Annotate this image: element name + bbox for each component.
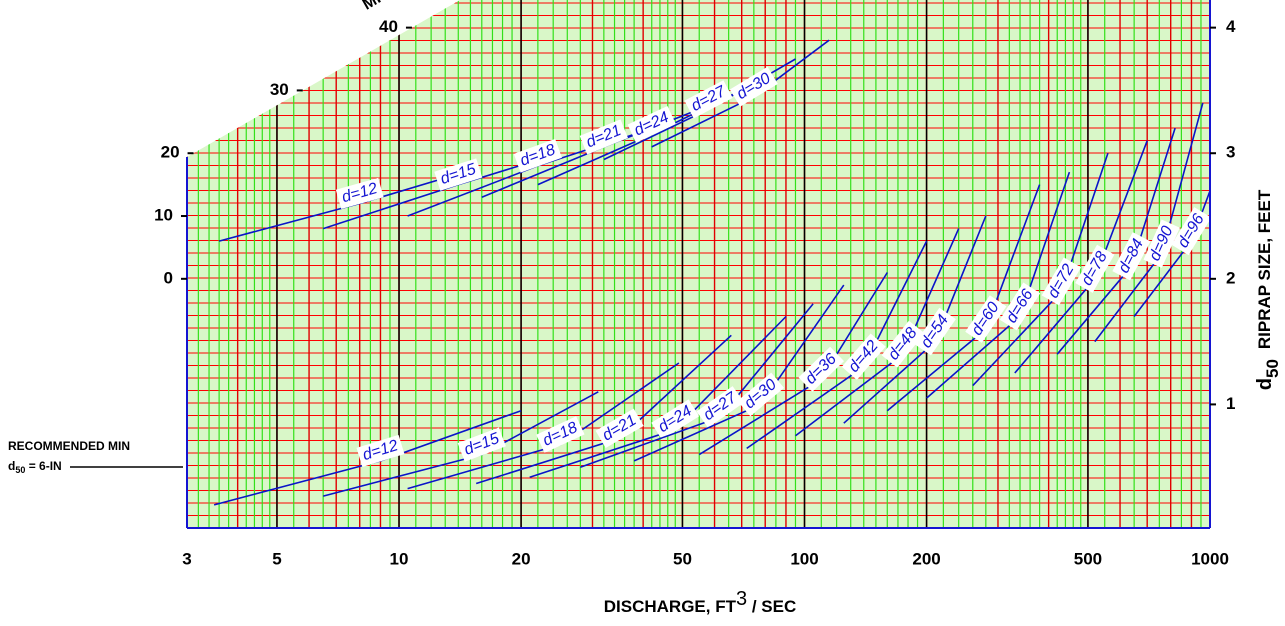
curve-label-bg: [579, 119, 628, 155]
min-annotation: RECOMMENDED MIN: [8, 439, 130, 453]
y2-tick-label: 3: [1226, 143, 1235, 162]
min-end: = 6-IN: [25, 459, 61, 473]
curve-label-bg: [1143, 219, 1180, 268]
curve-label-bg: [651, 399, 700, 440]
x-tick-label: 3: [182, 549, 191, 568]
curve-label-bg: [434, 158, 483, 191]
y2-title-sub: 50: [1263, 359, 1282, 378]
curve-label-bg: [1075, 244, 1115, 293]
y-tick-label: 20: [161, 143, 180, 162]
x-tick-label: 50: [673, 549, 692, 568]
y-tick-label: 30: [270, 80, 289, 99]
curve-label-bg: [595, 408, 644, 449]
min-annotation-value: d50 = 6-IN: [8, 459, 62, 475]
curve-label-bg: [798, 346, 845, 392]
x-tick-label: 20: [512, 549, 531, 568]
y-tick-label: 0: [164, 268, 173, 287]
x-tick-label: 5: [272, 549, 281, 568]
curve-label-bg: [999, 282, 1041, 331]
min-sub: 50: [15, 465, 25, 475]
curve-label-bg: [914, 307, 956, 356]
curve-label-bg: [1171, 207, 1212, 256]
y-tick-label: 40: [379, 17, 398, 36]
x-axis-title: DISCHARGE, FT3 / SEC: [604, 588, 796, 616]
curve-label-group: d=27: [696, 386, 745, 428]
y2-tick-label: 1: [1226, 394, 1235, 413]
x-tick-label: 1000: [1191, 549, 1229, 568]
curve-label-bg: [335, 177, 384, 210]
curve-label-bg: [536, 416, 585, 453]
curve-label-bg: [881, 320, 925, 368]
x-tick-label: 500: [1074, 549, 1102, 568]
curve-label-bg: [457, 427, 506, 462]
curve-label-bg: [841, 333, 886, 380]
y2-tick-label: 2: [1226, 268, 1235, 287]
y-tick-label: 10: [154, 206, 173, 225]
curve-label-bg: [696, 386, 745, 428]
curve-label-bg: [729, 66, 778, 107]
curve-label-bg: [513, 138, 562, 173]
plot-bg: [187, 0, 1210, 528]
x-tick-label: 100: [790, 549, 818, 568]
min-d: d: [8, 459, 15, 473]
curve-label-bg: [684, 80, 733, 119]
grid: [187, 0, 1210, 528]
x-title-end: / SEC: [747, 597, 796, 616]
curve-label-bg: [627, 106, 676, 143]
y2-tick-label: 4: [1226, 17, 1236, 36]
y2-title-d: d: [1254, 378, 1276, 390]
curve-label-bg: [1112, 232, 1151, 281]
curve-label-bg: [356, 434, 405, 467]
y2-title-text: RIPRAP SIZE, FEET: [1255, 189, 1274, 349]
curve-label-bg: [1041, 257, 1082, 306]
curve-label-bg: [965, 295, 1007, 343]
x-tick-label: 10: [390, 549, 409, 568]
x-title-sup: 3: [736, 588, 747, 610]
x-tick-label: 200: [912, 549, 940, 568]
y2-axis-title: d50 RIPRAP SIZE, FEET: [1254, 189, 1282, 390]
corner-text: MI: [360, 0, 384, 14]
x-title-text: DISCHARGE, FT: [604, 597, 737, 616]
curve-label-bg: [737, 372, 785, 417]
